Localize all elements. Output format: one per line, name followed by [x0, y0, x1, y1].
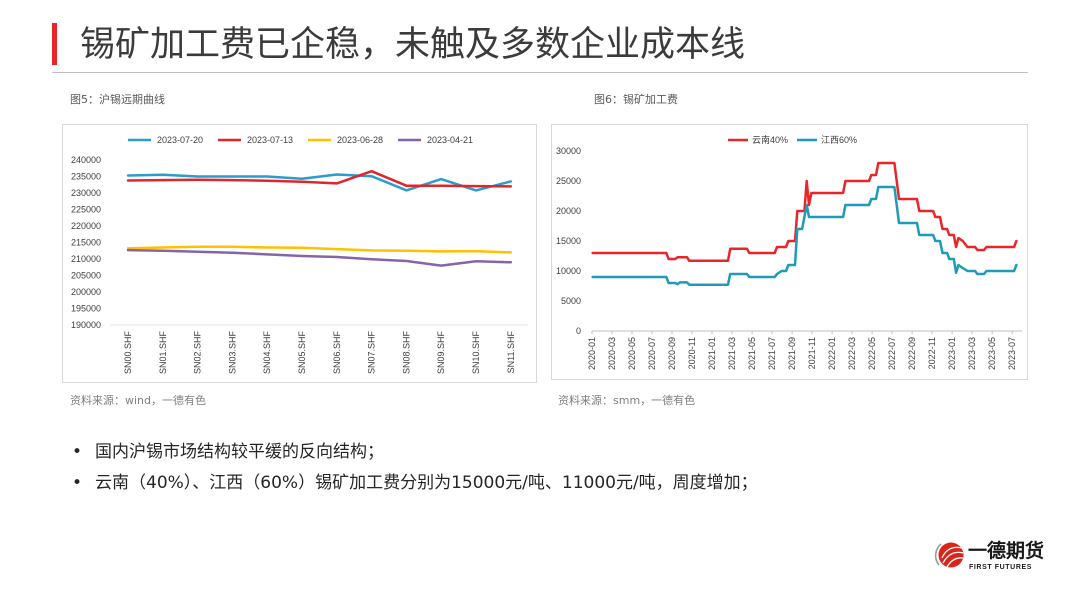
chart-legend: 云南40% 江西60% — [728, 134, 857, 145]
x-tick-label: SN11.SHF — [506, 331, 516, 374]
x-tick-label: 2021-07 — [767, 337, 777, 370]
x-tick-label: SN02.SHF — [193, 330, 203, 374]
y-tick-label: 210000 — [71, 254, 101, 264]
y-tick-label: 20000 — [556, 206, 581, 216]
bullet-text: 云南（40%）、江西（60%）锡矿加工费分别为15000元/吨、11000元/吨… — [95, 473, 758, 493]
y-tick-label: 240000 — [71, 155, 101, 165]
logo-wordmark: 一德期货 — [968, 540, 1045, 562]
y-tick-label: 10000 — [556, 266, 581, 276]
title-divider — [52, 72, 1028, 73]
y-tick-label: 200000 — [71, 287, 101, 297]
x-tick-label: 2021-05 — [747, 337, 757, 370]
series-line-3 — [126, 245, 513, 254]
y-tick-label: 25000 — [556, 176, 581, 186]
x-tick-label: 2023-07 — [1007, 337, 1017, 370]
legend-item: 2023-06-28 — [308, 135, 383, 145]
y-tick-label: 5000 — [561, 296, 581, 306]
x-tick-label: 2022-07 — [887, 337, 897, 370]
y-tick-label: 215000 — [71, 238, 101, 248]
legend-item: 2023-07-20 — [128, 135, 203, 145]
x-tick-label: 2023-01 — [947, 337, 957, 370]
y-tick-label: 225000 — [71, 205, 101, 215]
x-tick-label: 2022-01 — [827, 337, 837, 370]
x-tick-label: SN06.SHF — [332, 330, 342, 374]
x-tick-label: 2021-03 — [727, 337, 737, 370]
y-tick-label: 0 — [576, 326, 581, 336]
bullet-dot-icon: • — [72, 442, 83, 462]
y-tick-label: 30000 — [556, 146, 581, 156]
legend-item: 2023-07-13 — [218, 135, 293, 145]
x-tick-label: SN07.SHF — [367, 330, 377, 374]
legend-label: 2023-07-20 — [157, 135, 203, 145]
x-tick-label: 2021-09 — [787, 337, 797, 370]
series-line-2 — [591, 185, 1018, 287]
x-tick-label: SN08.SHF — [401, 330, 411, 374]
x-tick-label: SN10.SHF — [471, 330, 481, 374]
x-tick-label: 2021-01 — [707, 337, 717, 370]
x-tick-label: SN00.SHF — [123, 330, 133, 374]
company-logo: 一德期货 FIRST FUTURES — [932, 536, 1044, 576]
x-tick-label: SN04.SHF — [262, 330, 272, 374]
series-line-1 — [126, 173, 513, 192]
legend-label: 2023-07-13 — [247, 135, 293, 145]
figure-caption-6: 图6：锡矿加工费 — [594, 93, 678, 106]
forward-curve-chart: 2023-07-20 2023-07-13 2023-06-28 2023-04-21… — [62, 124, 537, 383]
forward-curve-svg: 2023-07-20 2023-07-13 2023-06-28 2023-04-21… — [71, 135, 528, 374]
bullet-dot-icon: • — [72, 473, 83, 493]
x-tick-label: 2020-03 — [607, 337, 617, 370]
x-tick-label: 2020-05 — [627, 337, 637, 370]
y-tick-label: 15000 — [556, 236, 581, 246]
y-tick-label: 190000 — [71, 320, 101, 330]
legend-item: 江西60% — [797, 135, 857, 145]
x-tick-label: SN03.SHF — [227, 330, 237, 374]
x-tick-label: 2023-03 — [967, 337, 977, 370]
y-tick-label: 235000 — [71, 172, 101, 182]
figure-caption-5: 图5：沪锡远期曲线 — [70, 93, 165, 106]
x-tick-label: 2020-11 — [687, 337, 697, 369]
first-futures-logo-icon — [934, 542, 964, 568]
chart-legend: 2023-07-20 2023-07-13 2023-06-28 2023-04-21 — [128, 135, 473, 145]
legend-item: 2023-04-21 — [398, 135, 473, 145]
figure-source-5: 资料来源：wind，一德有色 — [70, 394, 207, 407]
x-tick-label: SN05.SHF — [297, 330, 307, 374]
legend-label: 2023-04-21 — [427, 135, 473, 145]
x-tick-label: SN01.SHF — [158, 330, 168, 374]
x-tick-label: 2020-01 — [587, 337, 597, 370]
y-tick-label: 205000 — [71, 271, 101, 281]
x-tick-label: SN09.SHF — [436, 330, 446, 374]
x-tick-label: 2021-11 — [807, 337, 817, 369]
x-tick-label: 2022-11 — [927, 337, 937, 369]
bullet-item: • 云南（40%）、江西（60%）锡矿加工费分别为15000元/吨、11000元/… — [72, 472, 758, 494]
y-tick-label: 220000 — [71, 221, 101, 231]
y-tick-label: 195000 — [71, 304, 101, 314]
bullet-item: • 国内沪锡市场结构较平缓的反向结构； — [72, 441, 384, 463]
legend-item: 云南40% — [728, 134, 788, 145]
series-line-2 — [126, 169, 513, 188]
x-tick-label: 2022-05 — [867, 337, 877, 370]
series-line-1 — [591, 161, 1018, 263]
figure-source-6: 资料来源：smm，一德有色 — [558, 394, 696, 407]
legend-label: 江西60% — [821, 135, 857, 145]
x-tick-label: 2022-09 — [907, 337, 917, 370]
title-accent-bar — [52, 23, 57, 65]
logo-subtitle: FIRST FUTURES — [969, 564, 1033, 571]
x-tick-label: 2020-09 — [667, 337, 677, 370]
y-tick-label: 230000 — [71, 188, 101, 198]
legend-label: 2023-06-28 — [337, 135, 383, 145]
bullet-text: 国内沪锡市场结构较平缓的反向结构； — [95, 442, 384, 462]
processing-fee-chart: 云南40% 江西60% 30000 25000 20000 15000 10000 5000 0… — [551, 124, 1028, 380]
x-tick-label: 2022-03 — [847, 337, 857, 370]
x-tick-label: 2020-07 — [647, 337, 657, 370]
series-line-4 — [126, 248, 513, 267]
processing-fee-svg: 云南40% 江西60% 30000 25000 20000 15000 10000 5000 0… — [556, 134, 1022, 370]
slide-title: 锡矿加工费已企稳，未触及多数企业成本线 — [80, 25, 746, 65]
x-tick-label: 2023-05 — [987, 337, 997, 370]
legend-label: 云南40% — [752, 134, 788, 145]
